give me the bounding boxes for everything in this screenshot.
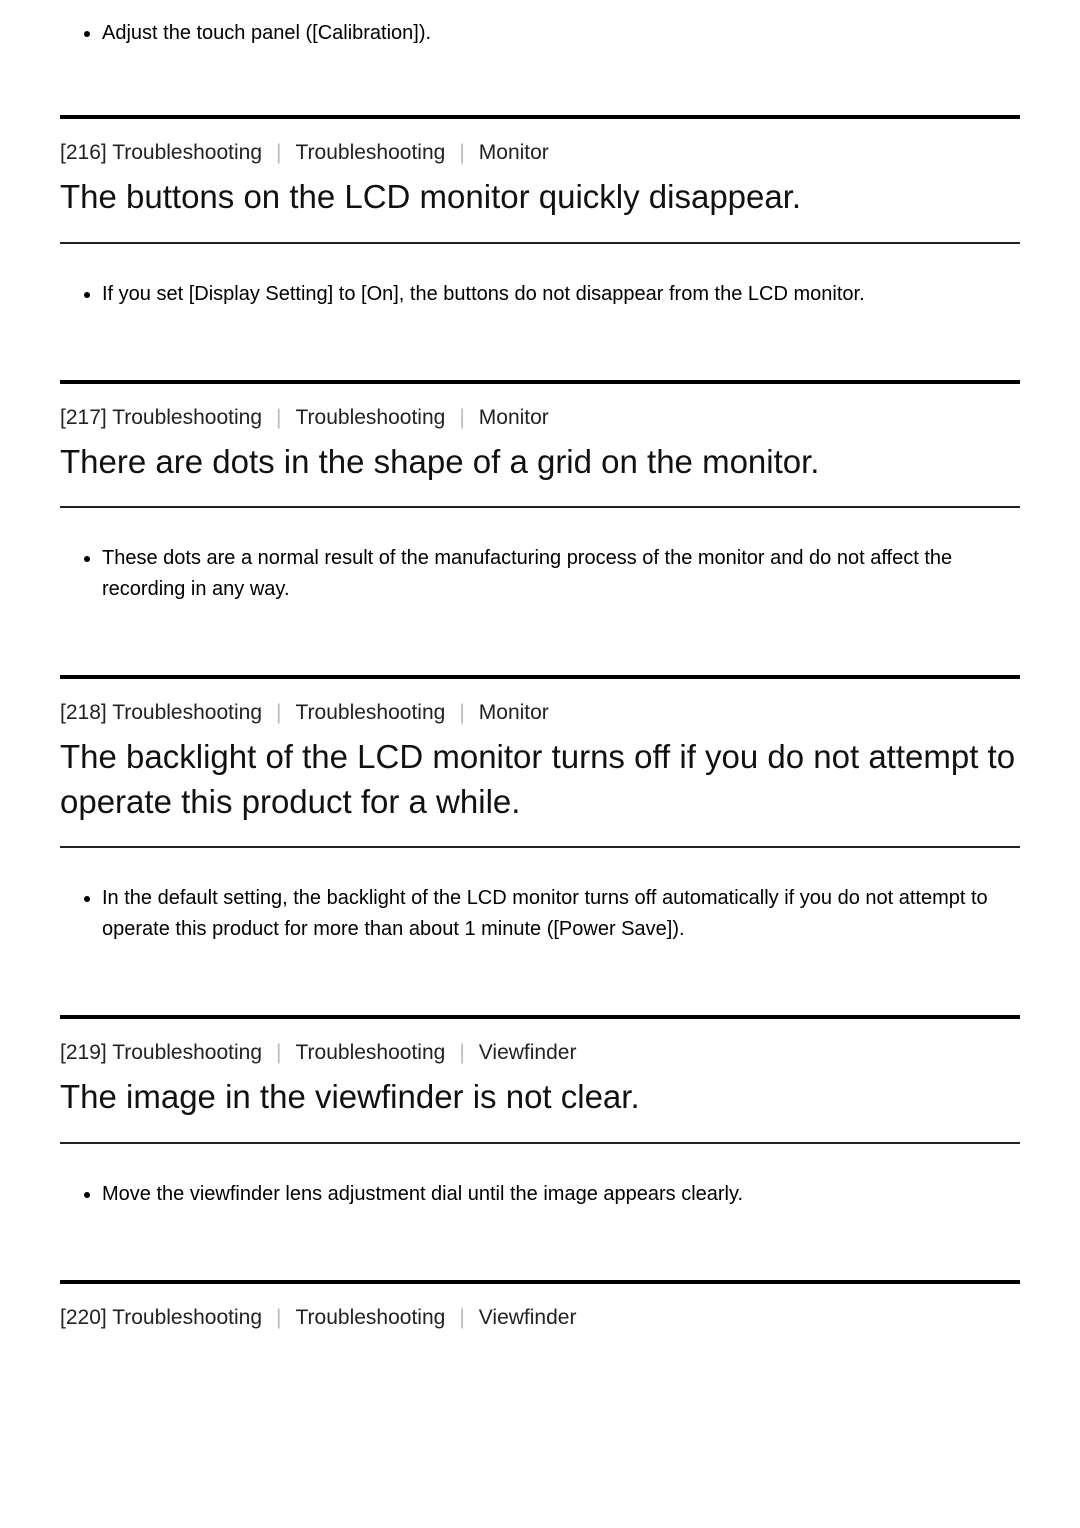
troubleshooting-section: [217] Troubleshooting | Troubleshooting … [60, 380, 1020, 606]
troubleshooting-section: [218] Troubleshooting | Troubleshooting … [60, 675, 1020, 945]
divider-thin [60, 506, 1020, 508]
breadcrumb-item: Viewfinder [479, 1306, 577, 1330]
body-bullet-list: These dots are a normal result of the ma… [102, 543, 1020, 605]
breadcrumb: [219] Troubleshooting | Troubleshooting … [60, 1041, 1020, 1065]
body-bullet-item: If you set [Display Setting] to [On], th… [102, 279, 1020, 310]
breadcrumb-id: [219] Troubleshooting [60, 1041, 262, 1065]
body-bullet-list: If you set [Display Setting] to [On], th… [102, 279, 1020, 310]
breadcrumb-separator: | [459, 701, 464, 725]
section-title: The buttons on the LCD monitor quickly d… [60, 175, 1020, 220]
breadcrumb-separator: | [459, 1306, 464, 1330]
breadcrumb-item: Viewfinder [479, 1041, 577, 1065]
breadcrumb-item: Monitor [479, 701, 549, 725]
breadcrumb-item: Monitor [479, 406, 549, 430]
section-header: [220] Troubleshooting | Troubleshooting … [60, 1284, 1020, 1330]
breadcrumb: [218] Troubleshooting | Troubleshooting … [60, 701, 1020, 725]
breadcrumb: [220] Troubleshooting | Troubleshooting … [60, 1306, 1020, 1330]
breadcrumb-item: Troubleshooting [295, 141, 445, 165]
breadcrumb-item: Troubleshooting [295, 1041, 445, 1065]
breadcrumb-id: [216] Troubleshooting [60, 141, 262, 165]
breadcrumb-item: Troubleshooting [295, 701, 445, 725]
section-header: [218] Troubleshooting | Troubleshooting … [60, 679, 1020, 846]
breadcrumb-separator: | [459, 141, 464, 165]
body-bullet-item: Move the viewfinder lens adjustment dial… [102, 1179, 1020, 1210]
breadcrumb: [217] Troubleshooting | Troubleshooting … [60, 406, 1020, 430]
troubleshooting-section: [219] Troubleshooting | Troubleshooting … [60, 1015, 1020, 1210]
breadcrumb-separator: | [459, 1041, 464, 1065]
breadcrumb-separator: | [276, 1306, 281, 1330]
intro-bullet-list: Adjust the touch panel ([Calibration]). [102, 22, 1020, 45]
breadcrumb-separator: | [276, 141, 281, 165]
breadcrumb: [216] Troubleshooting | Troubleshooting … [60, 141, 1020, 165]
troubleshooting-section: [220] Troubleshooting | Troubleshooting … [60, 1280, 1020, 1330]
section-header: [216] Troubleshooting | Troubleshooting … [60, 119, 1020, 242]
section-title: There are dots in the shape of a grid on… [60, 440, 1020, 485]
breadcrumb-item: Troubleshooting [295, 1306, 445, 1330]
body-bullet-list: In the default setting, the backlight of… [102, 883, 1020, 945]
section-header: [219] Troubleshooting | Troubleshooting … [60, 1019, 1020, 1142]
body-bullet-item: These dots are a normal result of the ma… [102, 543, 1020, 605]
divider-thin [60, 1142, 1020, 1144]
breadcrumb-id: [217] Troubleshooting [60, 406, 262, 430]
breadcrumb-item: Monitor [479, 141, 549, 165]
breadcrumb-id: [218] Troubleshooting [60, 701, 262, 725]
section-title: The image in the viewfinder is not clear… [60, 1075, 1020, 1120]
breadcrumb-id: [220] Troubleshooting [60, 1306, 262, 1330]
section-title: The backlight of the LCD monitor turns o… [60, 735, 1020, 824]
body-bullet-item: In the default setting, the backlight of… [102, 883, 1020, 945]
section-header: [217] Troubleshooting | Troubleshooting … [60, 384, 1020, 507]
body-bullet-list: Move the viewfinder lens adjustment dial… [102, 1179, 1020, 1210]
divider-thin [60, 242, 1020, 244]
breadcrumb-separator: | [459, 406, 464, 430]
troubleshooting-section: [216] Troubleshooting | Troubleshooting … [60, 115, 1020, 310]
breadcrumb-separator: | [276, 406, 281, 430]
breadcrumb-item: Troubleshooting [295, 406, 445, 430]
breadcrumb-separator: | [276, 1041, 281, 1065]
intro-bullet-item: Adjust the touch panel ([Calibration]). [102, 22, 1020, 45]
breadcrumb-separator: | [276, 701, 281, 725]
divider-thin [60, 846, 1020, 848]
